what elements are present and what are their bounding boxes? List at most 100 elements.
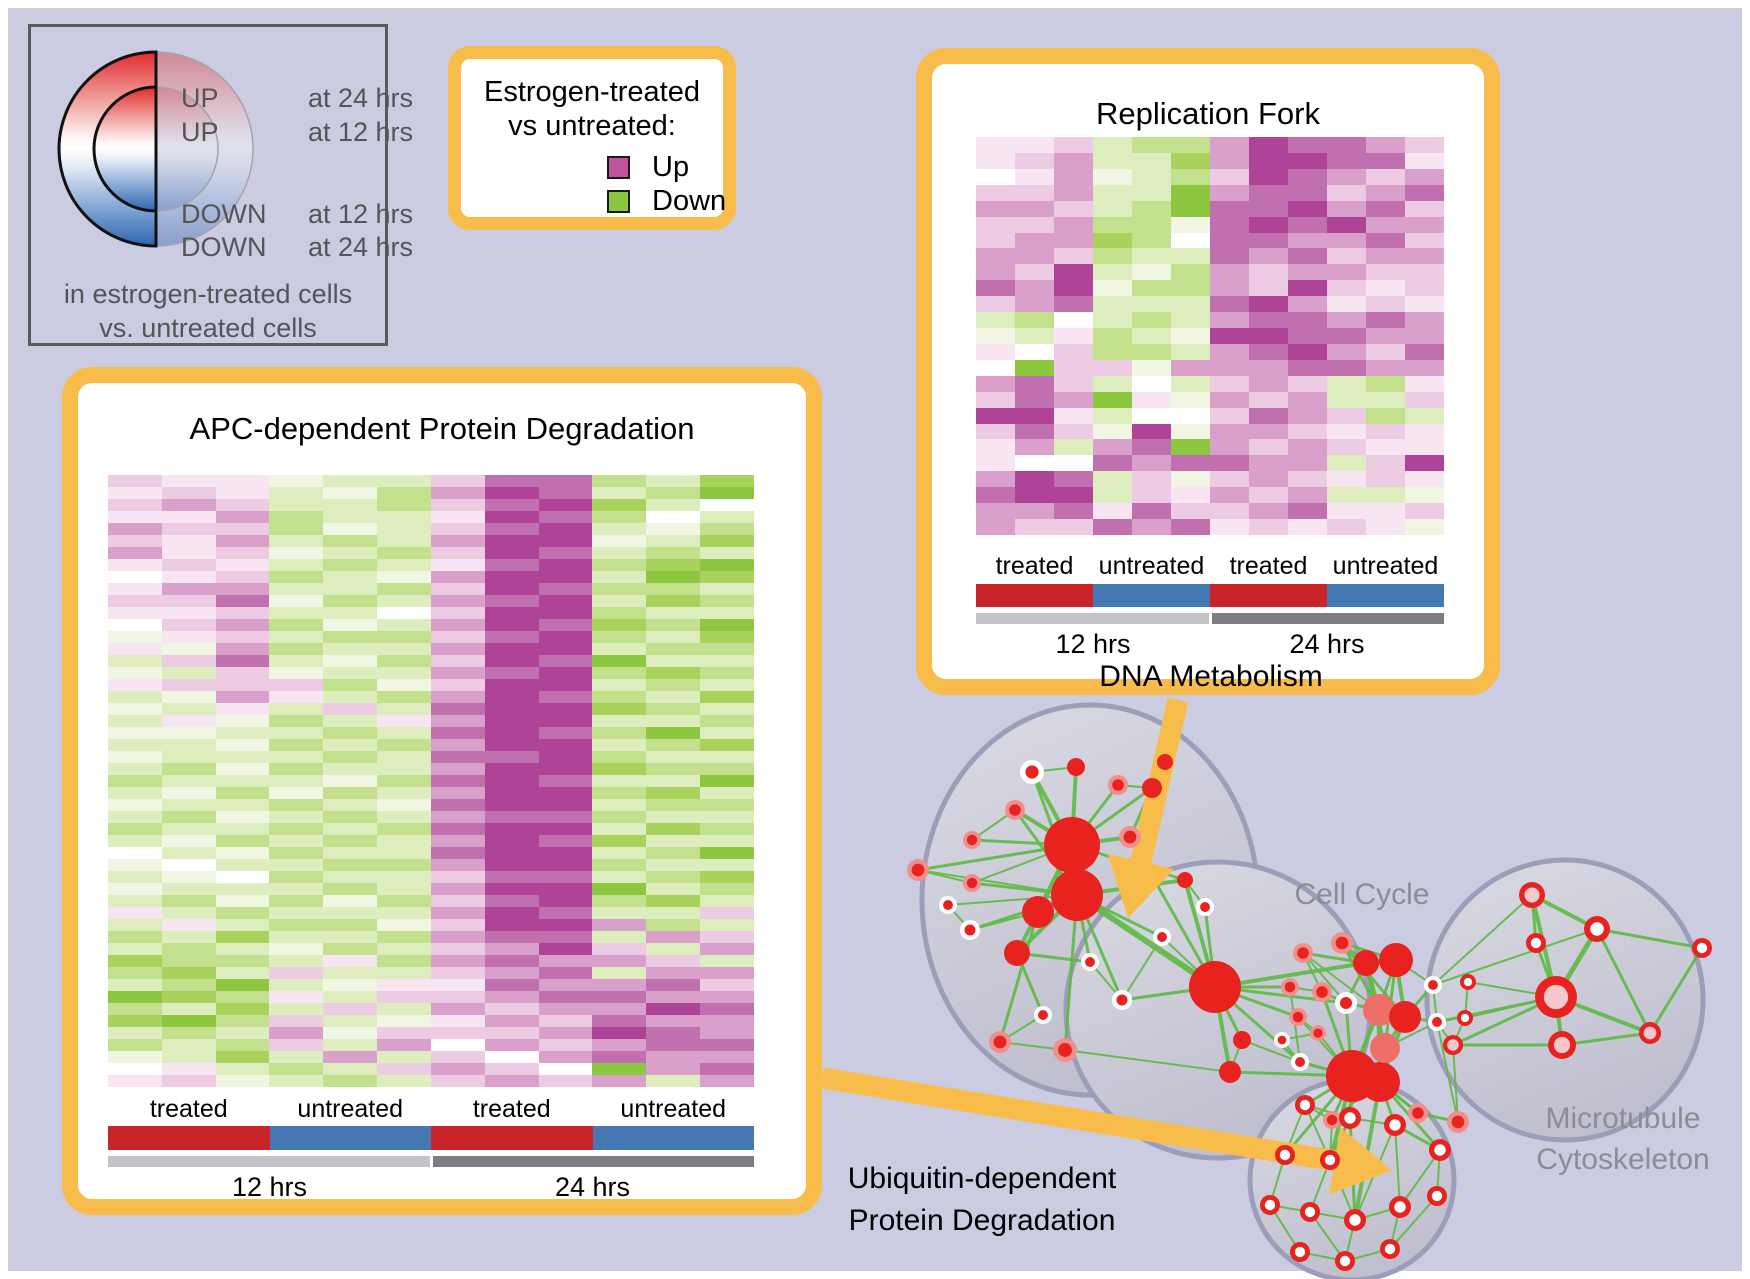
heatmap-row bbox=[108, 571, 754, 583]
heatmap-cell bbox=[377, 1075, 431, 1087]
legend-up24-time: at 24 hrs bbox=[307, 83, 413, 113]
heatmap-cell bbox=[538, 727, 593, 739]
heatmap-row bbox=[108, 487, 754, 499]
condition-group-label: treated bbox=[472, 1095, 551, 1123]
heatmap-cell bbox=[108, 523, 162, 535]
heatmap-cell bbox=[377, 1063, 431, 1075]
heatmap-cell bbox=[538, 1075, 593, 1087]
heatmap-cell bbox=[269, 751, 324, 763]
heatmap-cell bbox=[1405, 248, 1444, 265]
heatmap-cell bbox=[646, 535, 701, 547]
network-node bbox=[1447, 1039, 1459, 1051]
heatmap-cell bbox=[1210, 375, 1249, 392]
heatmap-cell bbox=[1132, 519, 1171, 535]
heatmap-cell bbox=[323, 811, 378, 823]
network-node bbox=[1530, 937, 1542, 949]
heatmap-cell bbox=[538, 619, 593, 631]
legend-down-row: Down bbox=[607, 185, 726, 218]
heatmap-cell bbox=[700, 775, 754, 787]
heatmap-cell bbox=[1171, 296, 1210, 313]
heatmap-cell bbox=[377, 679, 431, 691]
heatmap-cell bbox=[215, 523, 270, 535]
heatmap-cell bbox=[592, 967, 647, 979]
heatmap-cell bbox=[323, 919, 378, 931]
heatmap-cell bbox=[538, 739, 593, 751]
heatmap-cell bbox=[430, 631, 485, 643]
heatmap-cell bbox=[1288, 168, 1327, 185]
heatmap-cell bbox=[1405, 487, 1444, 504]
heatmap-cell bbox=[1015, 216, 1054, 233]
cluster-label-microtubule-line1: Microtubule bbox=[1545, 1102, 1701, 1135]
heatmap-row bbox=[976, 407, 1444, 424]
heatmap-cell bbox=[377, 1027, 431, 1039]
heatmap-cell bbox=[108, 571, 162, 583]
network-node bbox=[1363, 994, 1395, 1026]
network-edge bbox=[1648, 947, 1704, 1034]
heatmap-cell bbox=[323, 991, 378, 1003]
heatmap-cell bbox=[215, 643, 270, 655]
heatmap-cell bbox=[700, 835, 754, 847]
heatmap-cell bbox=[215, 679, 270, 691]
heatmap-cell bbox=[269, 823, 324, 835]
heatmap-cell bbox=[1015, 423, 1054, 440]
network-node bbox=[1524, 887, 1540, 903]
heatmap-cell bbox=[538, 1063, 593, 1075]
heatmap-row bbox=[108, 499, 754, 511]
network-node bbox=[993, 1035, 1007, 1049]
heatmap-cell bbox=[269, 535, 324, 547]
heatmap-cell bbox=[1366, 343, 1405, 360]
heatmap-row bbox=[108, 823, 754, 835]
heatmap-cell bbox=[1093, 471, 1132, 488]
heatmap-cell bbox=[1015, 296, 1054, 313]
heatmap-cell bbox=[1327, 439, 1366, 456]
heatmap-cell bbox=[484, 1015, 539, 1027]
heatmap-cell bbox=[484, 811, 539, 823]
heatmap-row bbox=[108, 715, 754, 727]
heatmap-cell bbox=[700, 691, 754, 703]
heatmap-cell bbox=[484, 631, 539, 643]
heatmap-cell bbox=[976, 248, 1015, 265]
heatmap-cell bbox=[1249, 423, 1288, 440]
heatmap-row bbox=[108, 619, 754, 631]
heatmap-cell bbox=[646, 991, 701, 1003]
heatmap-cell bbox=[108, 643, 162, 655]
heatmap-cell bbox=[592, 535, 647, 547]
heatmap-row bbox=[108, 799, 754, 811]
heatmap-cell bbox=[976, 168, 1015, 185]
heatmap-cell bbox=[1132, 487, 1171, 504]
heatmap-cell bbox=[646, 919, 701, 931]
heatmap-cell bbox=[1015, 152, 1054, 169]
heatmap-cell bbox=[1054, 280, 1093, 297]
legend-down12-time: at 12 hrs bbox=[307, 199, 413, 229]
heatmap-cell bbox=[161, 727, 216, 739]
heatmap-cell bbox=[646, 679, 701, 691]
heatmap-cell bbox=[1015, 439, 1054, 456]
condition-group-label: untreated bbox=[1332, 552, 1439, 580]
heatmap-cell bbox=[646, 775, 701, 787]
heatmap-row bbox=[108, 547, 754, 559]
network-node bbox=[1200, 902, 1210, 912]
heatmap-cell bbox=[976, 439, 1015, 456]
heatmap-cell bbox=[269, 631, 324, 643]
network-node bbox=[1264, 1199, 1276, 1211]
heatmap-cell bbox=[215, 895, 270, 907]
heatmap-cell bbox=[1288, 471, 1327, 488]
heatmap-cell bbox=[108, 991, 162, 1003]
heatmap-cell bbox=[1249, 439, 1288, 456]
heatmap-cell bbox=[430, 1027, 485, 1039]
heatmap-cell bbox=[269, 1015, 324, 1027]
heatmap-cell bbox=[1249, 137, 1288, 153]
heatmap-cell bbox=[976, 328, 1015, 344]
heatmap-cell bbox=[161, 1027, 216, 1039]
heatmap-cell bbox=[700, 859, 754, 871]
heatmap-cell bbox=[323, 895, 378, 907]
heatmap-apc-time-labels: 12 hrs 24 hrs bbox=[108, 1172, 754, 1203]
heatmap-cell bbox=[1132, 264, 1171, 281]
heatmap-cell bbox=[484, 607, 539, 619]
heatmap-cell bbox=[592, 787, 647, 799]
heatmap-cell bbox=[484, 643, 539, 655]
network-node bbox=[1284, 981, 1296, 993]
heatmap-row bbox=[108, 763, 754, 775]
network-node bbox=[1277, 1035, 1287, 1045]
heatmap-cell bbox=[976, 264, 1015, 281]
